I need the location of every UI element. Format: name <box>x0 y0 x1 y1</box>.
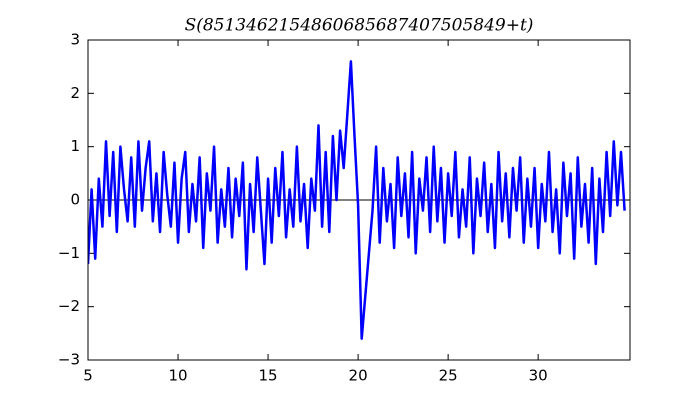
y-tick-label: −3 <box>58 351 80 369</box>
y-tick-label: 3 <box>70 31 80 49</box>
chart-title: S(8513462154860685687407505849+t) <box>185 16 534 36</box>
y-tick-label: −2 <box>58 297 80 315</box>
x-tick-label: 20 <box>349 367 368 385</box>
x-tick-label: 5 <box>83 367 93 385</box>
data-line <box>88 60 626 340</box>
x-tick-label: 25 <box>439 367 458 385</box>
plot-frame <box>87 39 631 361</box>
x-tick-label: 30 <box>529 367 548 385</box>
x-tick-label: 10 <box>168 367 187 385</box>
y-tick-label: −1 <box>58 244 80 262</box>
y-tick-label: 1 <box>70 137 80 155</box>
x-tick-label: 15 <box>259 367 278 385</box>
y-tick-label: 2 <box>70 84 80 102</box>
y-tick-label: 0 <box>70 191 80 209</box>
